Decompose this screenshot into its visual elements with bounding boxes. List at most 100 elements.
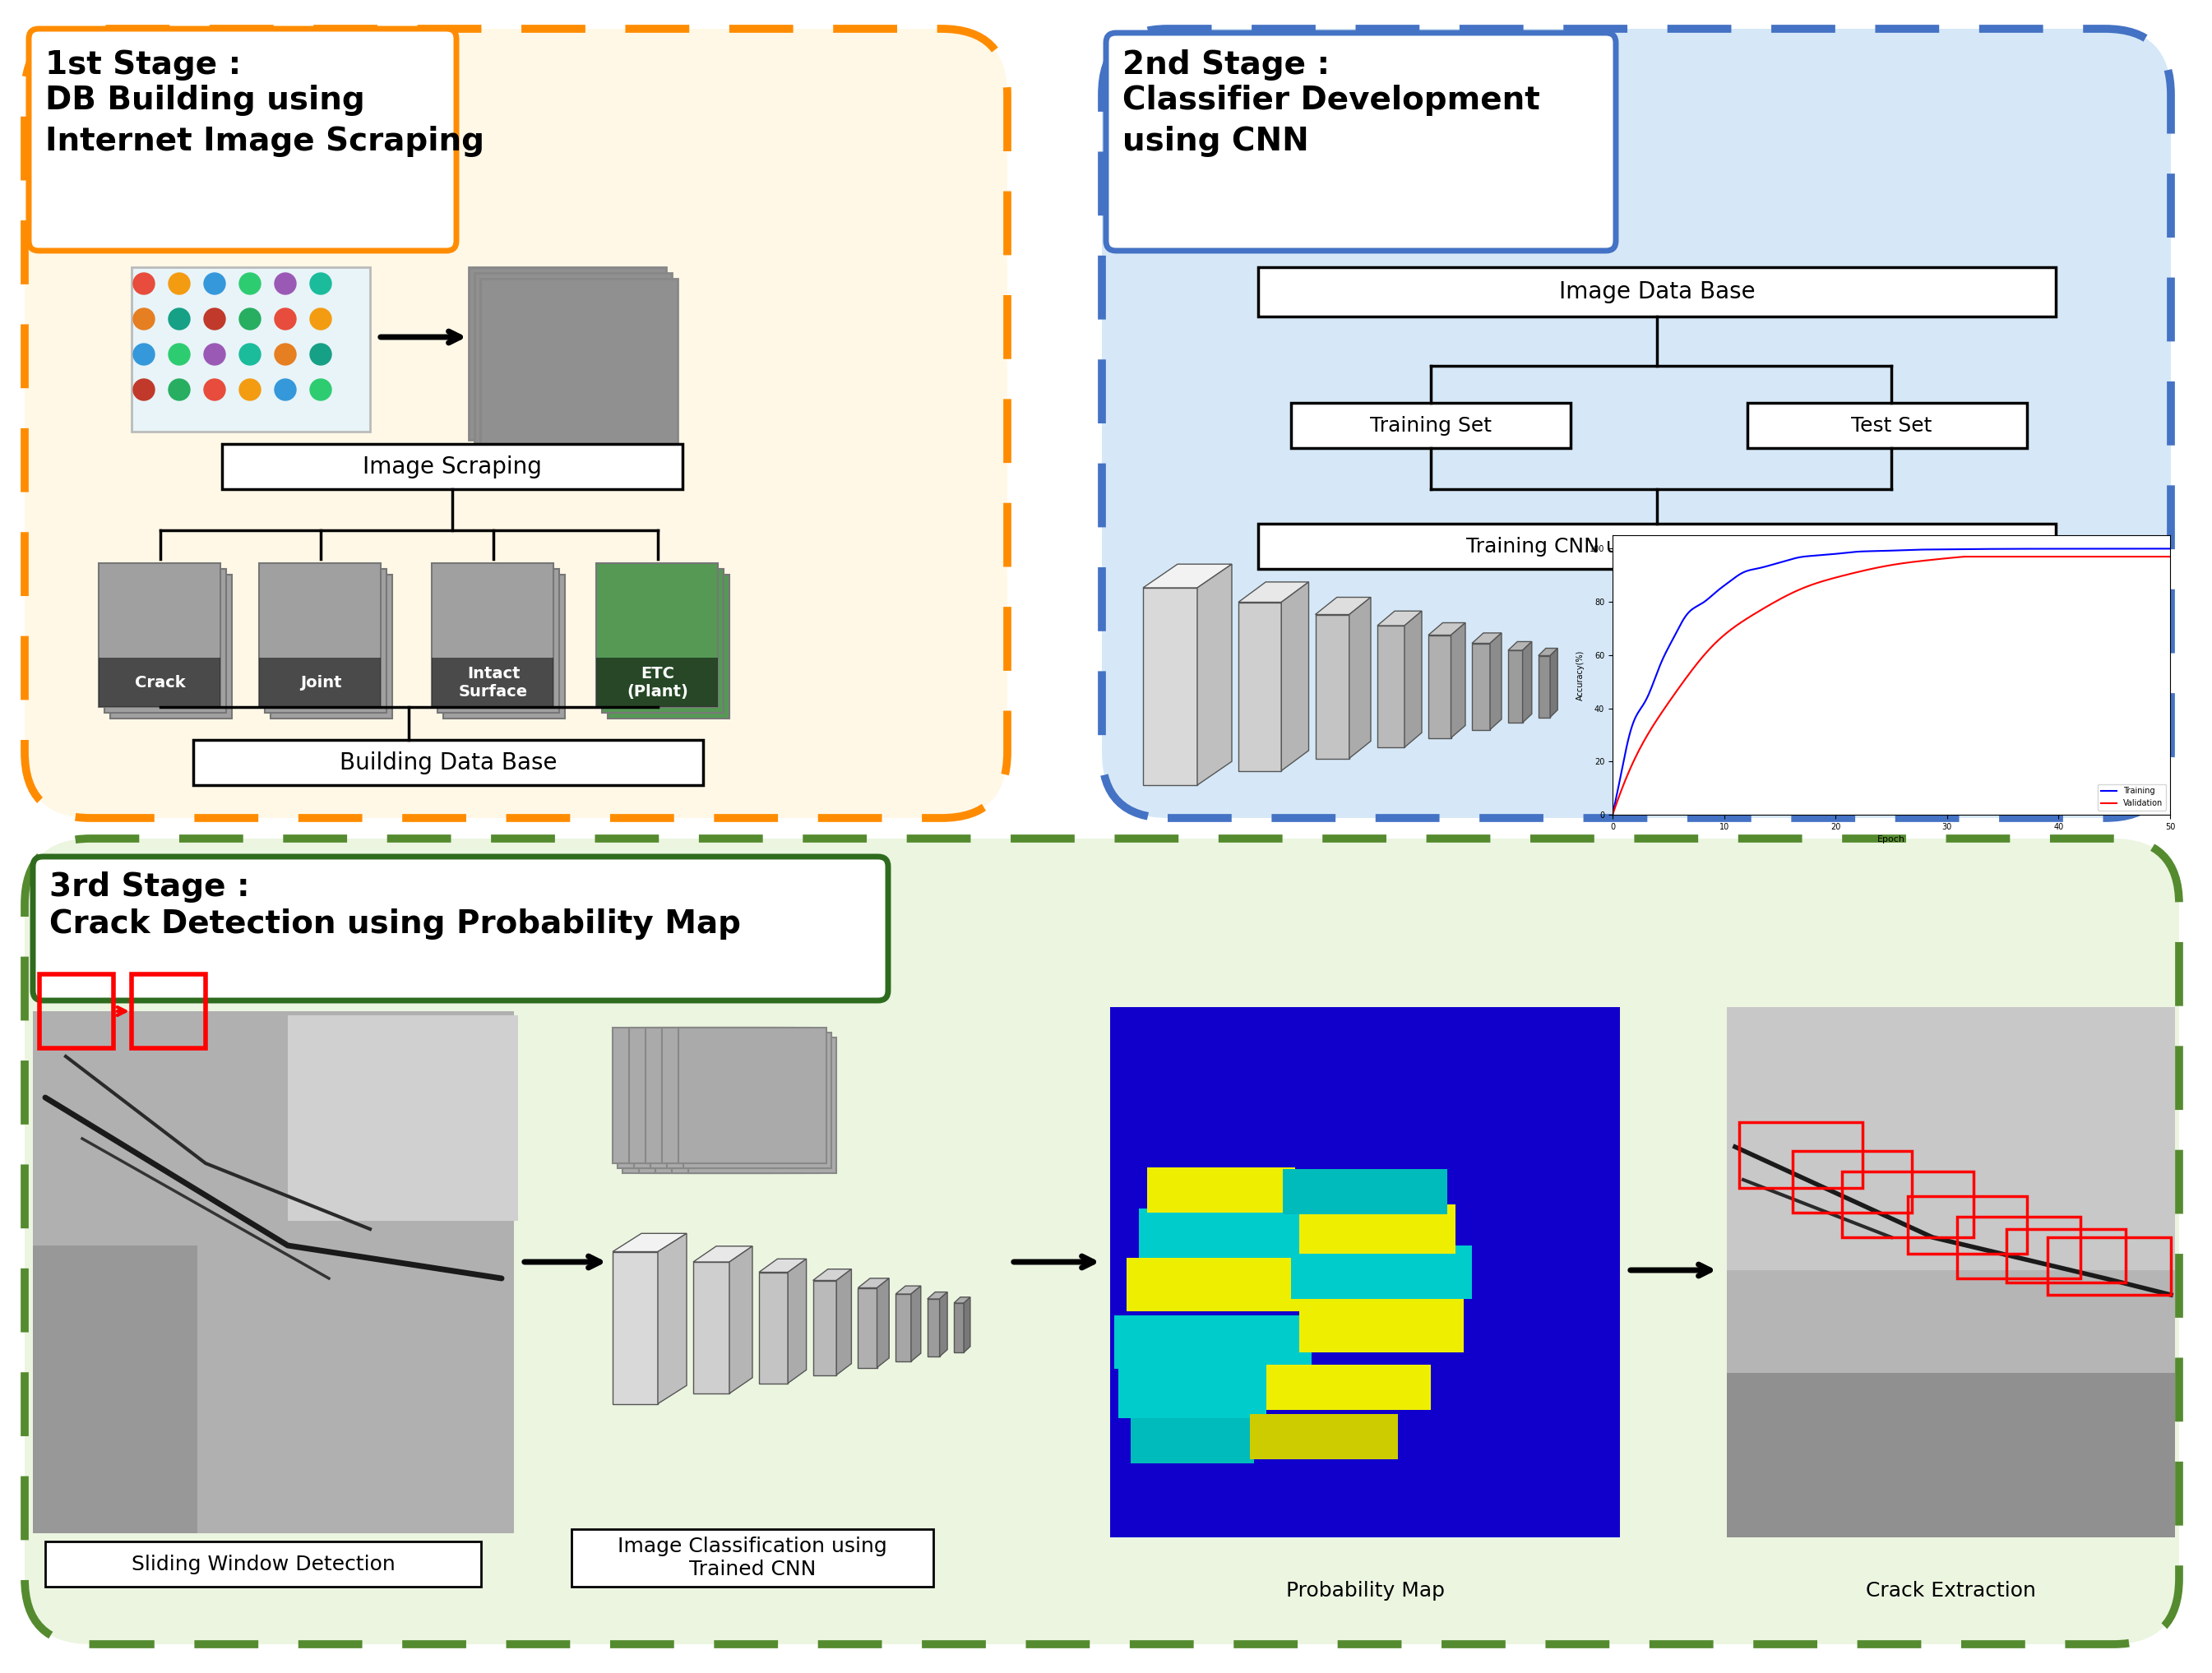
Bar bbox=[33, 1010, 513, 1532]
Bar bbox=[259, 564, 380, 708]
Bar bbox=[438, 569, 560, 713]
Bar bbox=[192, 739, 703, 785]
Polygon shape bbox=[787, 1258, 807, 1384]
Circle shape bbox=[274, 380, 296, 400]
Circle shape bbox=[204, 308, 226, 330]
Bar bbox=[628, 1027, 776, 1163]
Polygon shape bbox=[1509, 642, 1531, 651]
Bar bbox=[635, 1032, 783, 1168]
Text: Classifier Development: Classifier Development bbox=[1121, 85, 1540, 115]
Text: DB Building using: DB Building using bbox=[44, 85, 365, 115]
Bar bbox=[1958, 1216, 2081, 1278]
Circle shape bbox=[239, 308, 261, 330]
Bar bbox=[270, 574, 392, 718]
Polygon shape bbox=[1491, 632, 1502, 729]
FancyBboxPatch shape bbox=[1102, 28, 2170, 818]
Bar bbox=[608, 574, 730, 718]
Bar bbox=[646, 1027, 794, 1163]
Validation bbox=[1951, 547, 1978, 567]
Training bbox=[1820, 544, 1847, 564]
Bar bbox=[1110, 1007, 1619, 1537]
Polygon shape bbox=[858, 1278, 889, 1288]
Circle shape bbox=[168, 380, 190, 400]
Text: Probability Map: Probability Map bbox=[1285, 1581, 1444, 1601]
Bar bbox=[953, 1303, 964, 1352]
Bar bbox=[1139, 1208, 1312, 1258]
Bar bbox=[1537, 656, 1551, 718]
Bar bbox=[100, 657, 221, 708]
Polygon shape bbox=[1451, 622, 1464, 738]
Polygon shape bbox=[964, 1297, 971, 1352]
Bar bbox=[684, 1032, 832, 1168]
Polygon shape bbox=[953, 1297, 971, 1303]
Bar bbox=[288, 1016, 518, 1221]
Validation bbox=[2006, 547, 2033, 567]
Line: Training: Training bbox=[1613, 549, 2170, 815]
Bar bbox=[679, 1027, 827, 1163]
Bar bbox=[431, 564, 553, 708]
Bar bbox=[469, 268, 666, 440]
Legend: Training, Validation: Training, Validation bbox=[2097, 785, 2166, 811]
Bar bbox=[1509, 651, 1522, 723]
Polygon shape bbox=[814, 1270, 852, 1280]
Text: Intact
Surface: Intact Surface bbox=[458, 666, 529, 699]
Bar bbox=[1292, 1245, 1471, 1298]
Circle shape bbox=[274, 343, 296, 365]
Bar bbox=[1378, 626, 1405, 748]
Bar bbox=[1239, 602, 1281, 771]
Polygon shape bbox=[876, 1278, 889, 1367]
Circle shape bbox=[133, 308, 155, 330]
Circle shape bbox=[310, 273, 332, 294]
Polygon shape bbox=[1471, 632, 1502, 644]
Bar bbox=[1119, 1369, 1265, 1419]
Text: 2nd Stage :: 2nd Stage : bbox=[1121, 49, 1329, 80]
Bar bbox=[1250, 1414, 1398, 1459]
Bar bbox=[814, 1280, 836, 1375]
Bar bbox=[1259, 268, 2055, 316]
Polygon shape bbox=[1316, 597, 1371, 614]
Bar bbox=[622, 1037, 770, 1173]
Line: Validation: Validation bbox=[1613, 557, 2170, 815]
Text: Image Classification using
Trained CNN: Image Classification using Trained CNN bbox=[617, 1536, 887, 1579]
Text: 1st Stage :: 1st Stage : bbox=[44, 49, 241, 80]
Validation bbox=[1951, 547, 1978, 567]
Bar bbox=[431, 657, 553, 708]
Bar bbox=[1148, 1168, 1296, 1213]
Circle shape bbox=[310, 308, 332, 330]
Bar bbox=[104, 569, 226, 713]
Bar bbox=[597, 564, 719, 708]
Polygon shape bbox=[1239, 582, 1310, 602]
Text: Internet Image Scraping: Internet Image Scraping bbox=[44, 125, 484, 157]
Text: Training Set: Training Set bbox=[1369, 417, 1491, 435]
Bar bbox=[40, 974, 113, 1049]
Bar bbox=[613, 1251, 657, 1404]
Training bbox=[2004, 539, 2031, 559]
Polygon shape bbox=[836, 1270, 852, 1375]
Circle shape bbox=[204, 343, 226, 365]
Bar bbox=[131, 268, 369, 432]
Bar bbox=[602, 569, 723, 713]
Text: Crack Detection using Probability Map: Crack Detection using Probability Map bbox=[49, 908, 741, 940]
Polygon shape bbox=[1144, 564, 1232, 587]
Bar bbox=[100, 564, 221, 708]
Polygon shape bbox=[759, 1258, 807, 1271]
Text: Crack: Crack bbox=[135, 674, 186, 691]
FancyBboxPatch shape bbox=[29, 28, 456, 251]
Circle shape bbox=[168, 308, 190, 330]
Text: Crack Extraction: Crack Extraction bbox=[1865, 1581, 2035, 1601]
FancyBboxPatch shape bbox=[33, 857, 887, 1000]
Bar bbox=[927, 1298, 940, 1357]
Polygon shape bbox=[1281, 582, 1310, 771]
Bar bbox=[1283, 1169, 1447, 1215]
Circle shape bbox=[310, 343, 332, 365]
Polygon shape bbox=[911, 1287, 920, 1362]
Bar bbox=[597, 657, 719, 708]
Circle shape bbox=[204, 380, 226, 400]
Bar bbox=[111, 574, 232, 718]
Training bbox=[1599, 805, 1626, 825]
Circle shape bbox=[239, 380, 261, 400]
Training bbox=[1781, 549, 1807, 569]
Bar bbox=[1907, 1196, 2026, 1253]
Polygon shape bbox=[896, 1287, 920, 1293]
Validation bbox=[2004, 547, 2031, 567]
